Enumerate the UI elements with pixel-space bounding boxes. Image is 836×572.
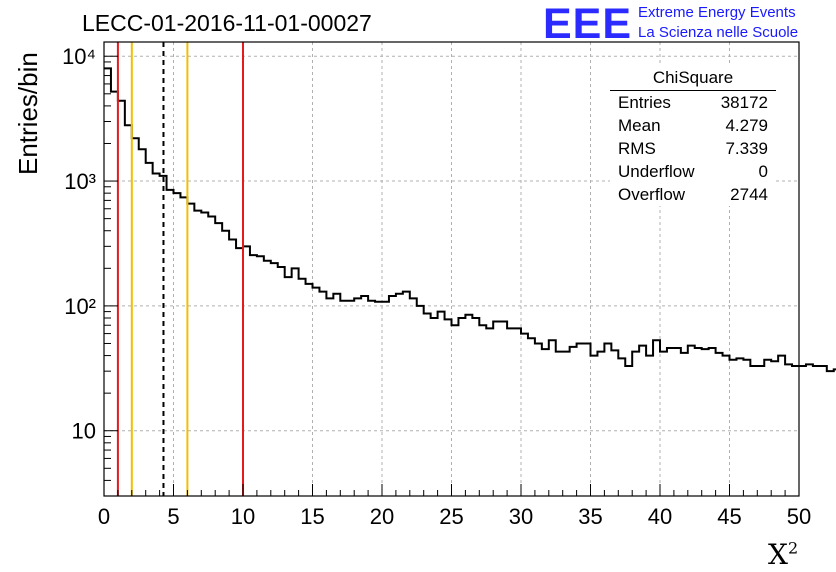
x-axis-label: X2 xyxy=(768,538,798,571)
stats-box: ChiSquare Entries 38172 Mean 4.279 RMS 7… xyxy=(610,66,776,206)
logo-text-line2: La Scienza nelle Scuole xyxy=(638,24,799,41)
stats-value: 7.339 xyxy=(725,139,768,158)
x-tick-label: 35 xyxy=(578,504,602,529)
stats-label: Mean xyxy=(618,116,661,135)
stats-label: Overflow xyxy=(618,185,686,204)
y-tick-label: 10² xyxy=(64,294,96,319)
x-axis-label-sup: 2 xyxy=(787,538,799,558)
stats-row-mean: Mean 4.279 xyxy=(610,114,776,137)
logo-text-line1: Extreme Energy Events xyxy=(638,4,796,21)
eee-logo: EEE xyxy=(543,0,633,48)
stats-title: ChiSquare xyxy=(610,66,776,91)
stats-label: Underflow xyxy=(618,162,695,181)
y-tick-label: 10 xyxy=(72,419,96,444)
x-tick-label: 50 xyxy=(787,504,811,529)
y-tick-label: 10⁴ xyxy=(62,44,96,69)
x-tick-label: 45 xyxy=(717,504,741,529)
stats-label: Entries xyxy=(618,93,671,112)
x-tick-label: 10 xyxy=(231,504,255,529)
plot-title: LECC-01-2016-11-01-00027 xyxy=(82,10,372,36)
stats-row-overflow: Overflow 2744 xyxy=(610,183,776,206)
stats-label: RMS xyxy=(618,139,656,158)
y-tick-label: 10³ xyxy=(64,169,96,194)
x-tick-label: 0 xyxy=(98,504,110,529)
x-tick-label: 5 xyxy=(167,504,179,529)
stats-row-underflow: Underflow 0 xyxy=(610,160,776,183)
stats-value: 4.279 xyxy=(725,116,768,135)
stats-value: 0 xyxy=(758,162,768,181)
x-axis-label-base: X xyxy=(768,538,788,571)
x-tick-label: 30 xyxy=(509,504,533,529)
stats-value: 2744 xyxy=(730,185,768,204)
stats-row-rms: RMS 7.339 xyxy=(610,137,776,160)
y-axis-label: Entries/bin xyxy=(13,52,43,175)
x-tick-label: 25 xyxy=(439,504,463,529)
x-tick-label: 20 xyxy=(370,504,394,529)
x-tick-label: 40 xyxy=(648,504,672,529)
stats-value: 38172 xyxy=(720,93,768,112)
stats-row-entries: Entries 38172 xyxy=(610,91,776,114)
histogram-series xyxy=(104,67,836,373)
x-tick-label: 15 xyxy=(300,504,324,529)
